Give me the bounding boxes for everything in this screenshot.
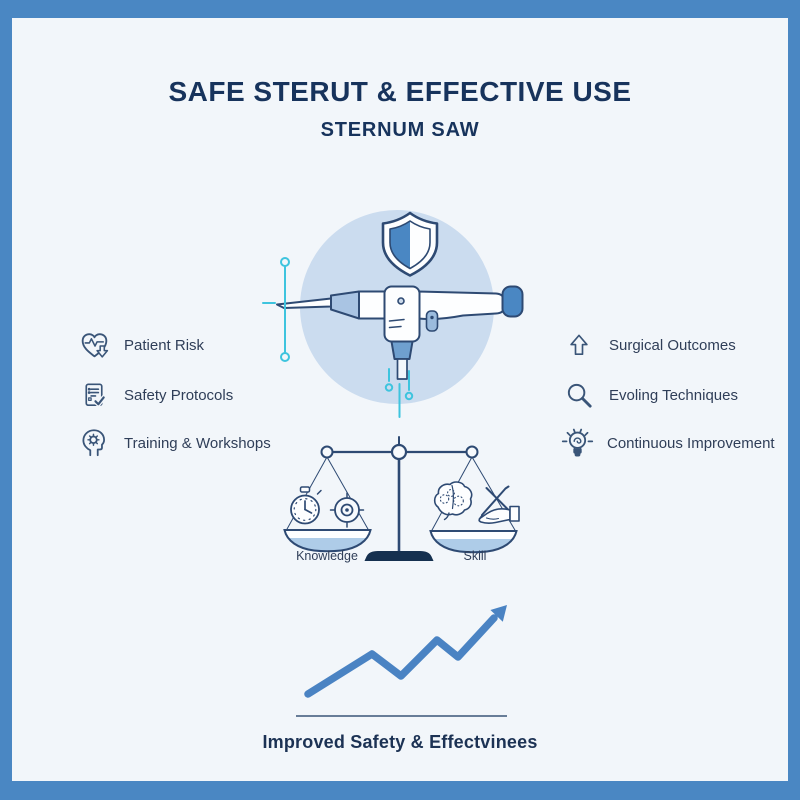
feature-label: Patient Risk	[124, 336, 205, 354]
feature-surgical-outcomes: Surgical Outcomes	[561, 327, 736, 363]
saw-collar	[390, 340, 414, 360]
trend-arrowhead	[490, 605, 507, 622]
trend-line	[304, 614, 498, 698]
feature-label: Continuous Improvement	[607, 434, 775, 452]
footer-caption: Improved Safety & Effectvinees	[262, 732, 538, 752]
arrow-up-icon	[561, 327, 597, 363]
brain-icon	[433, 481, 473, 521]
target-icon	[329, 492, 365, 528]
feature-label: Evoling Techniques	[609, 386, 738, 404]
feature-evoling-techniques: Evoling Techniques	[561, 377, 738, 413]
saw-tab	[425, 310, 439, 332]
feature-label: Training & Workshops	[124, 434, 271, 452]
left-pan-label: Knowledge	[296, 549, 358, 563]
feature-label: Surgical Outcomes	[609, 336, 736, 354]
heart-ecg-arrow-icon	[76, 327, 112, 363]
calibration-marks	[262, 257, 414, 418]
balance-scale	[283, 436, 520, 561]
magnifier-icon	[561, 377, 597, 413]
hero-illustration	[262, 210, 524, 418]
page-title: SAFE STERUT & EFFECTIVE USE	[168, 76, 632, 107]
page-subtitle: STERNUM SAW	[320, 119, 480, 141]
shield-icon	[381, 211, 439, 277]
feature-training-workshops: Training & Workshops	[76, 425, 271, 461]
stopwatch-icon	[290, 486, 322, 525]
head-gear-icon	[76, 425, 112, 461]
saw-rod	[396, 358, 408, 380]
feature-continuous-improvement: Continuous Improvement	[559, 425, 775, 461]
scale-base	[364, 551, 434, 561]
feature-label: Safety Protocols	[124, 386, 234, 404]
feature-safety-protocols: Safety Protocols	[76, 377, 233, 413]
lightbulb-icon	[559, 425, 595, 461]
right-pan-label: Skill	[463, 549, 487, 563]
saw-knob	[501, 285, 524, 318]
saw-housing	[383, 285, 421, 343]
feature-patient-risk: Patient Risk	[76, 327, 204, 363]
hand-pen-icon	[478, 485, 520, 524]
sternum-saw-illustration	[276, 285, 524, 380]
document-check-icon	[76, 377, 112, 413]
trend-chart	[296, 605, 507, 717]
